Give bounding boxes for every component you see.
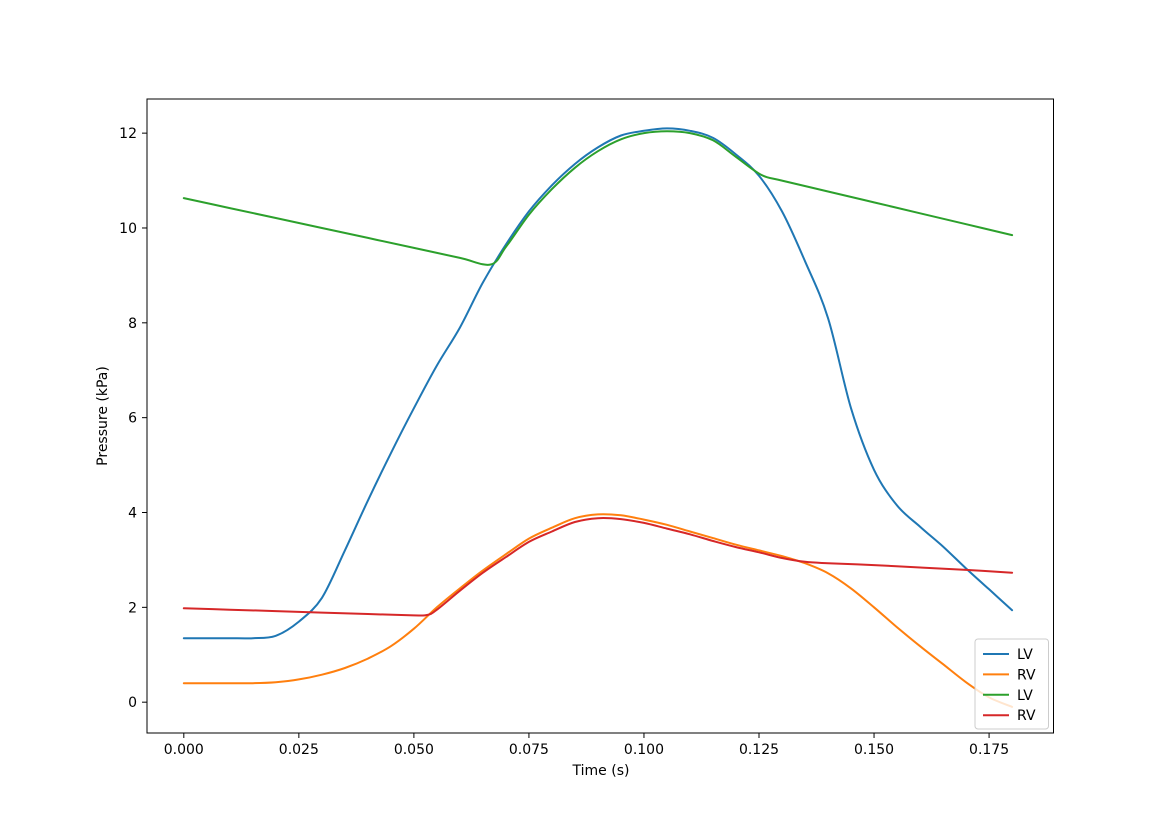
legend: LV RV LV RV bbox=[974, 638, 1049, 730]
x-tick-label: 0.025 bbox=[279, 742, 319, 758]
y-tick-label: 12 bbox=[119, 126, 137, 142]
series-line-rv-3 bbox=[182, 517, 1014, 617]
series-line-rv-1 bbox=[182, 513, 1014, 708]
axes-layer: 0.000 0.025 0.050 0.075 0.100 0.125 0.150 0.175… bbox=[119, 98, 1054, 758]
x-tick-label: 0.100 bbox=[624, 742, 664, 758]
x-tick-label: 0.050 bbox=[394, 742, 434, 758]
series-line-lv-2 bbox=[182, 130, 1014, 266]
legend-label: RV bbox=[1017, 708, 1036, 724]
x-tick-label: 0.075 bbox=[509, 742, 549, 758]
y-tick-label: 0 bbox=[128, 695, 137, 711]
y-axis-label: Pressure (kPa) bbox=[95, 366, 111, 466]
legend-box bbox=[974, 638, 1049, 730]
series-layer bbox=[182, 127, 1014, 708]
x-tick-label: 0.150 bbox=[854, 742, 894, 758]
x-tick-label: 0.175 bbox=[969, 742, 1009, 758]
y-tick-label: 2 bbox=[128, 600, 137, 616]
x-tick-label: 0.000 bbox=[164, 742, 204, 758]
legend-label: LV bbox=[1017, 647, 1033, 663]
legend-label: RV bbox=[1017, 667, 1036, 683]
y-tick-label: 8 bbox=[128, 316, 137, 332]
legend-label: LV bbox=[1017, 688, 1033, 704]
y-tick-label: 4 bbox=[128, 505, 137, 521]
series-line-lv-0 bbox=[182, 127, 1014, 640]
y-tick-label: 10 bbox=[119, 221, 137, 237]
plot-border bbox=[146, 98, 1054, 734]
x-axis-label: Time (s) bbox=[572, 763, 630, 779]
x-tick-label: 0.125 bbox=[739, 742, 779, 758]
y-tick-label: 6 bbox=[128, 411, 137, 427]
